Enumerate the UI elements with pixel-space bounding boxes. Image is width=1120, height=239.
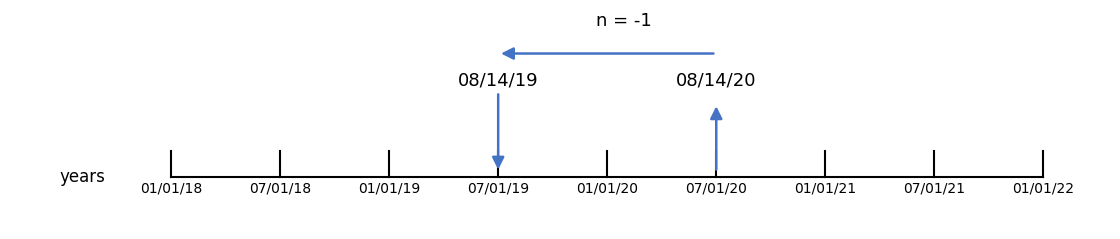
- Text: 07/01/19: 07/01/19: [467, 182, 530, 196]
- Text: 07/01/21: 07/01/21: [904, 182, 965, 196]
- Text: 07/01/20: 07/01/20: [685, 182, 747, 196]
- Text: 08/14/19: 08/14/19: [458, 71, 539, 89]
- Text: 01/01/18: 01/01/18: [140, 182, 203, 196]
- Text: 01/01/19: 01/01/19: [358, 182, 420, 196]
- Text: 01/01/20: 01/01/20: [576, 182, 638, 196]
- Text: 08/14/20: 08/14/20: [676, 71, 756, 89]
- Text: n = -1: n = -1: [596, 12, 652, 30]
- Text: 01/01/21: 01/01/21: [794, 182, 857, 196]
- Text: years: years: [59, 168, 105, 186]
- Text: 01/01/22: 01/01/22: [1012, 182, 1074, 196]
- Text: 07/01/18: 07/01/18: [249, 182, 311, 196]
